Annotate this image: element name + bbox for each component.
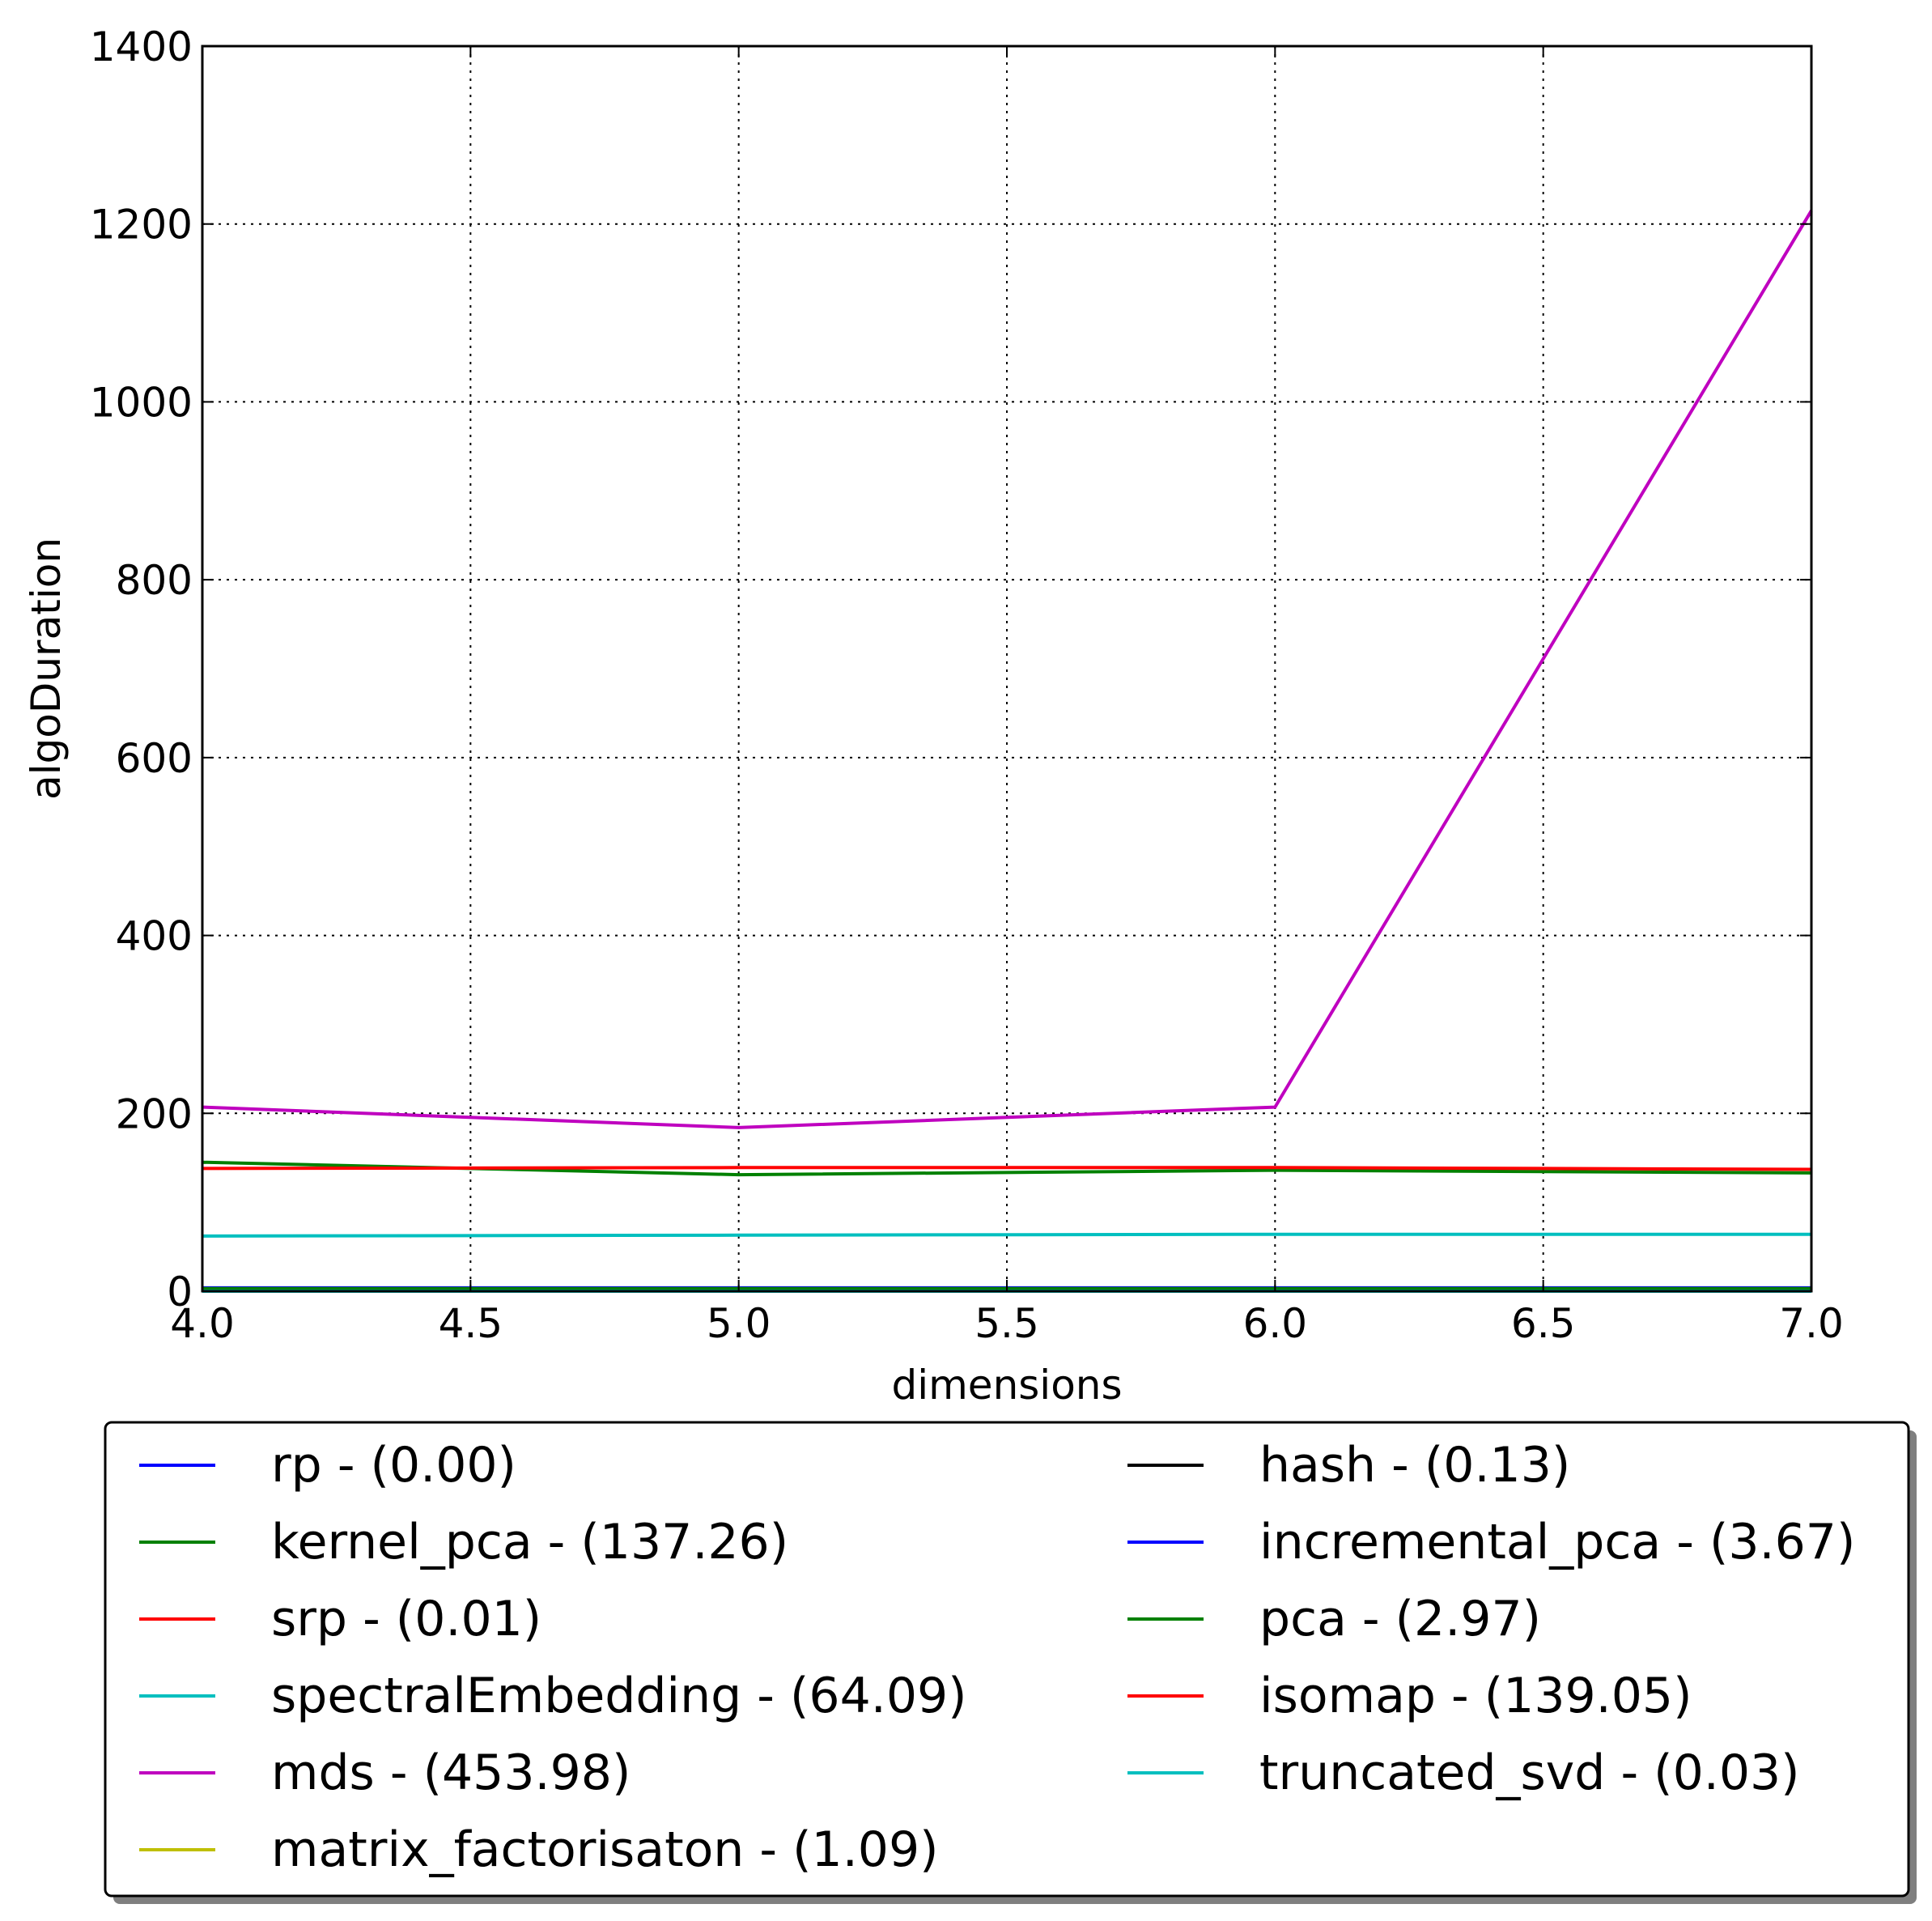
- y-tick-label: 1200: [90, 202, 193, 249]
- grid: [202, 45, 1812, 1292]
- x-tick-label: 6.5: [1511, 1300, 1576, 1347]
- x-axis-label: dimensions: [891, 1362, 1122, 1409]
- series-line: [202, 1232, 1811, 1238]
- legend-box: [104, 1421, 1910, 1898]
- x-tick-label: 5.0: [707, 1300, 771, 1347]
- y-tick-label: 200: [116, 1090, 193, 1137]
- y-tick-label: 800: [116, 557, 193, 604]
- y-tick-label: 400: [116, 913, 193, 960]
- axis-ticks: 4.0 4.5 5.0 5.5 6.0 6.5 7.0 0 200 400 600 800 1000 12…: [90, 23, 1844, 1347]
- legend-label: rp - (0.00): [271, 1437, 516, 1494]
- legend-label: hash - (0.13): [1259, 1437, 1570, 1494]
- x-tick-label: 4.5: [439, 1300, 503, 1347]
- y-tick-label: 1400: [90, 23, 193, 70]
- legend-label: mds - (453.98): [271, 1745, 631, 1801]
- legend-label: matrix_factorisaton - (1.09): [271, 1821, 939, 1878]
- x-tick-label: 6.0: [1243, 1300, 1308, 1347]
- y-axis-label: algoDuration: [23, 538, 70, 800]
- series-line: [202, 1166, 1812, 1171]
- legend-label: spectralEmbedding - (64.09): [271, 1668, 967, 1724]
- series-line: [202, 210, 1813, 1129]
- y-tick-label: 0: [167, 1269, 193, 1315]
- legend-label: kernel_pca - (137.26): [271, 1514, 788, 1570]
- x-tick-label: 4.0: [170, 1300, 235, 1347]
- y-tick-label: 600: [116, 735, 193, 782]
- x-tick-label: 7.0: [1779, 1300, 1844, 1347]
- x-tick-label: 5.5: [974, 1300, 1039, 1347]
- y-tick-label: 1000: [90, 379, 193, 426]
- legend-label: pca - (2.97): [1259, 1591, 1541, 1647]
- legend-label: srp - (0.01): [271, 1591, 541, 1647]
- legend-label: incremental_pca - (3.67): [1259, 1514, 1855, 1570]
- legend-label: isomap - (139.05): [1259, 1668, 1692, 1724]
- legend: rp - (0.00) kernel_pca - (137.26) srp - (0…: [104, 1421, 1917, 1904]
- legend-label: truncated_svd - (0.03): [1259, 1745, 1800, 1801]
